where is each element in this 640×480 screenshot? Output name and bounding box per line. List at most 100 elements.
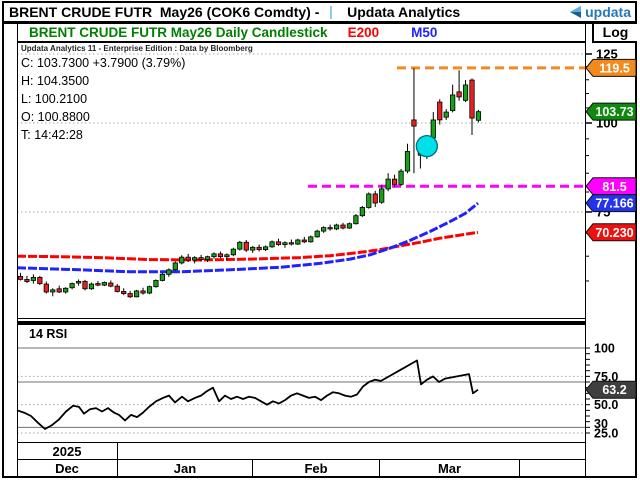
candle-body [262,246,269,251]
candle-body [295,239,301,245]
month-cell-dec: Dec [17,460,118,477]
candle-body [146,286,153,294]
candle-body [404,151,411,172]
quote-open: O: 100.8800 [21,110,90,124]
candle-body [437,101,443,121]
month-cell-mar: Mar [380,460,520,477]
candle-body [17,275,24,280]
candle-body [456,91,462,98]
overlay-label-m50: M50 [411,25,438,40]
ma-line-m50 [16,202,479,274]
candle-body [217,253,224,258]
candle-body [43,283,49,293]
rsi-tick-label: 25.0 [594,427,618,441]
candle-body [192,257,198,261]
year-cell-empty [118,443,585,459]
candle-body [63,287,69,293]
candle-body [475,111,482,121]
candle-body [301,239,307,243]
price-badge [585,102,637,121]
rsi-line [16,359,479,430]
rsi-tick-label: 75.0 [594,370,618,384]
candle-body [230,248,236,256]
candle-body [95,283,101,286]
rsi-tick-label: 30 [594,417,608,431]
candle-body [224,254,230,258]
candle-body [198,257,204,260]
candle-body [379,188,385,203]
rsi-tick-label: 50.0 [594,398,618,412]
candle-body [121,291,127,294]
candle-body [172,262,178,271]
chart-header: BRENT CRUDE FUTR May26 Daily Candlestick… [18,24,585,43]
candle-body [443,111,449,118]
candle-body [462,84,469,101]
month-cell-feb: Feb [253,460,380,477]
quote-close: C: 103.7300 +3.7900 (3.79%) [21,56,186,70]
title-divider [330,5,333,19]
candle-body [391,178,398,185]
price-badge [585,194,637,213]
candle-body [127,293,133,298]
candle-body [385,178,391,190]
candle-body [140,290,146,294]
candle-body [37,276,43,284]
updata-triangle-icon [570,6,582,18]
candle-body [114,285,120,292]
main-panel-bottom-border [17,318,586,319]
quote-block: C: 103.7300 +3.7900 (3.79%) H: 104.3500 … [21,54,185,144]
price-badge-text: 103.73 [595,105,633,119]
candle-body [430,119,436,139]
panel-splitter[interactable] [17,321,586,325]
candle-body [179,256,185,264]
candle-body [314,230,320,238]
candle-body [75,281,82,284]
rsi-indicator-label: 14 RSI [29,327,68,341]
scale-mode-label[interactable]: Log [592,24,637,43]
candle-body [30,276,37,281]
rsi-value-badge [585,380,637,399]
ma-line-e200 [16,230,479,262]
rsi-panel-bottom-border [17,442,586,443]
rsi-value-badge-text: 63.2 [602,383,626,397]
candle-body [372,193,378,204]
candle-body [450,94,456,111]
candle-body [327,227,333,230]
candle-body [108,282,114,287]
candle-body [275,241,282,245]
price-axis-line [585,24,586,477]
quote-time: T: 14:42:28 [21,128,83,142]
candle-body [153,280,159,288]
candle-body [340,224,346,229]
overlay-label-e200: E200 [347,25,380,40]
axis-row-divider [17,459,586,460]
price-tick-label: 125 [596,47,618,62]
price-badge-text: 70.230 [595,226,633,240]
candle-body [133,290,140,298]
candle-body [411,119,417,127]
candle-body [353,215,359,225]
candle-body [82,281,88,290]
candle-body [308,236,314,243]
month-cell-jan: Jan [118,460,253,477]
quote-low: L: 100.2100 [21,92,88,106]
candle-body [398,170,404,185]
candle-body [282,242,288,245]
window-title-left: BRENT CRUDE FUTR May26 (COK6 Comdty) - [9,4,324,20]
candle-body [166,269,172,275]
chart-title: BRENT CRUDE FUTR May26 Daily Candlestick [29,25,328,40]
price-badge-text: 81.5 [602,180,626,194]
month-axis-row: Dec Jan Feb Mar [17,460,585,477]
candle-body [359,207,365,217]
highlight-marker [415,134,439,158]
price-badge [585,58,637,77]
quote-high: H: 104.3500 [21,74,90,88]
candle-body [204,256,211,260]
price-badge-text: 119.5 [599,61,630,75]
candle-body [333,224,340,230]
candle-body [237,241,243,250]
window-titlebar[interactable]: BRENT CRUDE FUTR May26 (COK6 Comdty) - U… [4,3,635,24]
candle-body [469,79,475,119]
